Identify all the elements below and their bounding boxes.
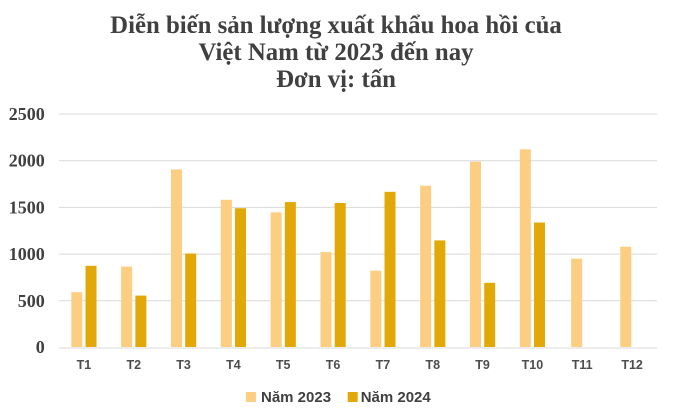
svg-text:T8: T8 — [426, 358, 441, 372]
svg-text:Diễn biến sản lượng xuất khẩu: Diễn biến sản lượng xuất khẩu hoa hồi củ… — [110, 12, 562, 39]
svg-text:T10: T10 — [522, 358, 544, 372]
svg-text:Năm 2023: Năm 2023 — [261, 389, 331, 406]
svg-text:T3: T3 — [176, 358, 191, 372]
svg-text:T7: T7 — [376, 358, 391, 372]
svg-text:2500: 2500 — [9, 104, 45, 124]
svg-text:T9: T9 — [475, 358, 490, 372]
svg-text:2000: 2000 — [9, 151, 45, 171]
svg-text:T2: T2 — [127, 358, 142, 372]
svg-text:Việt Nam từ 2023 đến nay: Việt Nam từ 2023 đến nay — [198, 39, 474, 66]
svg-text:500: 500 — [18, 291, 45, 311]
svg-text:Năm 2024: Năm 2024 — [361, 389, 432, 406]
svg-text:0: 0 — [36, 337, 45, 357]
svg-text:1000: 1000 — [9, 244, 45, 264]
svg-text:T4: T4 — [226, 358, 241, 372]
svg-text:T12: T12 — [621, 358, 643, 372]
svg-text:T5: T5 — [276, 358, 291, 372]
svg-text:1500: 1500 — [9, 197, 45, 217]
svg-text:T11: T11 — [572, 358, 593, 372]
svg-text:T6: T6 — [326, 358, 341, 372]
svg-text:T1: T1 — [77, 358, 92, 372]
svg-text:Đơn vị: tấn: Đơn vị: tấn — [276, 66, 396, 93]
